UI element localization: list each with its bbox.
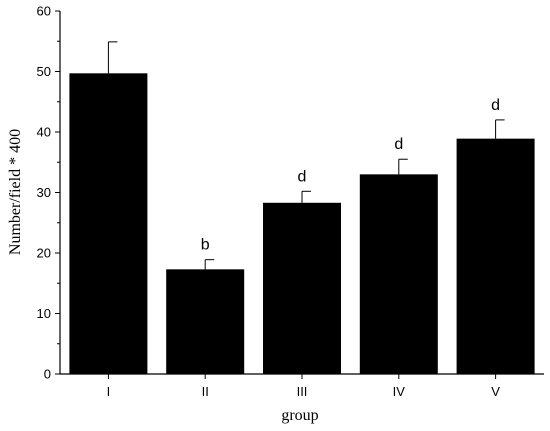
significance-label: d: [394, 136, 403, 153]
bar-II: [166, 269, 245, 374]
bar-IV: [359, 174, 438, 374]
y-tick-label: 20: [37, 246, 51, 261]
x-tick-label: V: [491, 384, 500, 399]
y-tick-label: 60: [37, 4, 51, 19]
x-tick-label: I: [107, 384, 111, 399]
significance-label: d: [491, 97, 500, 114]
significance-label: b: [201, 237, 210, 254]
x-tick-label: II: [202, 384, 209, 399]
bar-III: [263, 202, 341, 374]
y-tick-label: 0: [44, 367, 51, 382]
x-tick-label: III: [297, 384, 308, 399]
y-tick-label: 40: [37, 125, 51, 140]
y-tick-label: 10: [37, 306, 51, 321]
bar-I: [69, 73, 148, 374]
y-tick-label: 30: [37, 185, 51, 200]
y-tick-label: 50: [37, 64, 51, 79]
y-axis-title: Number/field * 400: [7, 129, 24, 255]
significance-label: d: [298, 168, 307, 185]
bar-V: [456, 138, 535, 374]
x-tick-label: IV: [393, 384, 406, 399]
x-axis-title: group: [281, 407, 318, 424]
